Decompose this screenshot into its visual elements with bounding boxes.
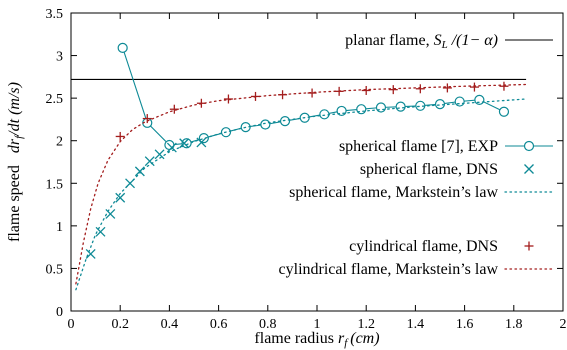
legend-entry: spherical flame, DNS <box>360 161 534 178</box>
data-point <box>498 106 510 117</box>
x-tick-label: 1.2 <box>357 317 375 332</box>
data-point <box>474 94 485 105</box>
series-4 <box>115 81 509 141</box>
y-tick-label: 2 <box>56 135 63 150</box>
data-point <box>454 96 465 107</box>
x-tick-label: 0 <box>68 317 75 332</box>
x-marker-stroke <box>134 166 145 177</box>
x-marker-stroke <box>196 137 207 148</box>
series-3 <box>75 98 527 291</box>
legend-sample-marker <box>524 164 534 174</box>
legend: planar flame, SL /(1− α) spherical flame … <box>279 32 554 278</box>
series-2 <box>85 137 207 259</box>
y-tick-label: 0.5 <box>46 262 64 277</box>
legend-label-part: L <box>441 39 448 51</box>
data-point <box>166 142 177 153</box>
y-tick-label: 0 <box>56 305 63 320</box>
data-point <box>115 192 126 203</box>
data-point <box>169 104 179 114</box>
data-point <box>375 102 387 113</box>
data-point <box>415 100 426 111</box>
x-marker-stroke <box>154 149 165 160</box>
data-point <box>388 85 398 95</box>
legend-label: cylindrical flame, DNS <box>349 238 498 255</box>
legend-label-part: planar flame, <box>345 32 433 49</box>
data-point <box>260 119 271 130</box>
y-tick-label: 3 <box>56 50 63 65</box>
legend-label: planar flame, SL /(1− α) <box>345 32 498 51</box>
legend-sample-marker <box>524 241 534 251</box>
legend-label: spherical flame, Markstein’s law <box>289 184 498 201</box>
y-axis-label: flame speed drf/dt(m/s) <box>6 82 25 242</box>
data-point <box>115 131 125 141</box>
x-tick-label: 0.4 <box>161 317 179 332</box>
plot-series <box>71 42 527 291</box>
data-point <box>198 133 209 144</box>
x-tick-label: 2 <box>560 317 567 332</box>
legend-label: spherical flame, DNS <box>360 161 498 178</box>
legend-label-part: S <box>434 32 442 49</box>
data-point <box>105 208 116 219</box>
data-point <box>196 137 207 148</box>
x-tick-label: 1 <box>314 317 321 332</box>
x-tick-label: 1.4 <box>407 317 425 332</box>
legend-sample-marker <box>523 140 535 152</box>
series-1 <box>117 42 510 151</box>
data-point <box>144 156 155 167</box>
legend-entry: spherical flame [7], EXP <box>339 138 553 155</box>
data-point <box>142 114 152 124</box>
x-tick-label: 0.8 <box>259 317 277 332</box>
legend-entry: cylindrical flame, DNS <box>349 238 534 255</box>
data-point <box>361 85 371 95</box>
x-marker-stroke <box>144 156 155 167</box>
series-line <box>122 47 505 146</box>
legend-label: spherical flame [7], EXP <box>339 138 498 155</box>
x-marker-stroke <box>524 164 534 174</box>
x-tick-label: 1.6 <box>456 317 474 332</box>
data-point <box>179 138 190 149</box>
data-point <box>469 82 479 92</box>
data-point <box>499 81 509 91</box>
data-point <box>223 94 233 104</box>
data-point <box>415 84 425 94</box>
plot-frame <box>70 12 564 312</box>
data-point <box>319 109 330 120</box>
x-marker-stroke <box>179 138 190 149</box>
data-point <box>434 99 446 110</box>
x-marker-stroke <box>115 192 126 203</box>
x-marker-stroke <box>166 142 177 153</box>
series-line <box>75 98 527 291</box>
data-point <box>95 226 106 237</box>
legend-entry: planar flame, SL /(1− α) <box>345 32 553 51</box>
legend-entry: spherical flame, Markstein’s law <box>289 184 554 201</box>
legend-label: cylindrical flame, Markstein’s law <box>279 261 499 278</box>
y-tick-label: 3.5 <box>46 7 64 22</box>
legend-label-part: /(1− α) <box>448 32 498 49</box>
y-tick-label: 1 <box>56 220 63 235</box>
x-tick-label: 1.8 <box>505 317 523 332</box>
data-point <box>117 42 128 54</box>
y-tick-label: 2.5 <box>46 92 64 107</box>
x-tick-labels: 0 0.2 0.4 0.6 0.8 1 1.2 1.4 1.6 1.8 2 <box>68 317 567 332</box>
data-point <box>395 101 406 112</box>
y-tick-labels: 0 0.5 1 1.5 2 2.5 3 3.5 <box>46 7 64 320</box>
x-marker-stroke <box>85 248 96 259</box>
data-point <box>134 166 145 177</box>
data-point <box>279 116 291 127</box>
x-marker-stroke <box>105 208 116 219</box>
x-tick-label: 0.2 <box>111 317 129 332</box>
y-tick-label: 1.5 <box>46 177 64 192</box>
legend-entry: cylindrical flame, Markstein’s law <box>279 261 554 278</box>
x-tick-label: 0.6 <box>210 317 228 332</box>
data-point <box>442 83 452 93</box>
x-marker-stroke <box>95 226 106 237</box>
x-axis-label: flame radius rf (cm) <box>254 330 379 349</box>
data-point <box>154 149 165 160</box>
data-point <box>85 248 96 259</box>
